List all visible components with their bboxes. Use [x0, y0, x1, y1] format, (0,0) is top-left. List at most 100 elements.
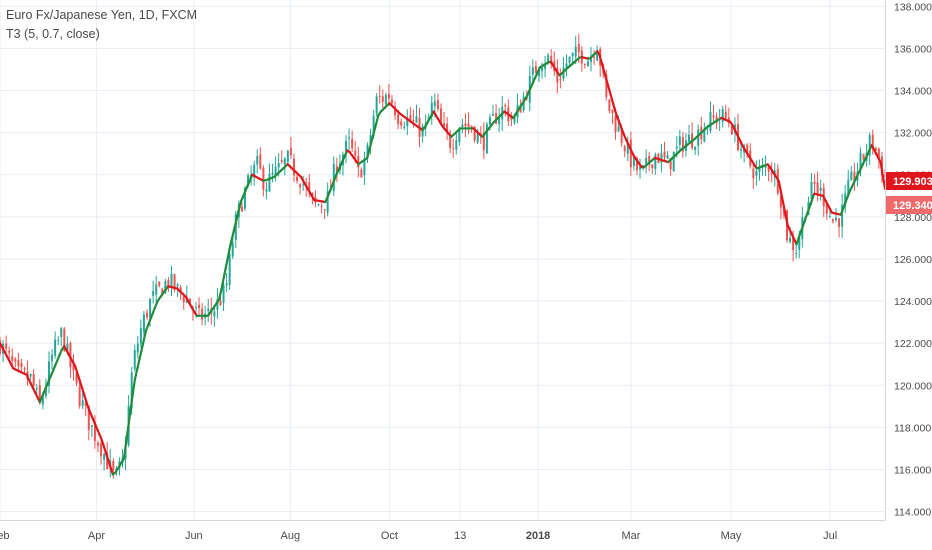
- candle-body: [813, 181, 816, 184]
- candle-body: [458, 127, 461, 142]
- candle-body: [23, 368, 26, 370]
- candle-body: [412, 119, 415, 121]
- candle-body: [740, 149, 743, 151]
- candle-body: [504, 105, 507, 107]
- candle-body: [170, 273, 173, 288]
- candle-body: [198, 304, 201, 309]
- candle-body: [332, 163, 335, 191]
- symbol-title[interactable]: Euro Fx/Japanese Yen, 1D, FXCM: [6, 8, 198, 22]
- candle-body: [302, 184, 305, 186]
- candles-layer: [0, 33, 886, 479]
- candle-body: [369, 135, 372, 146]
- candle-body: [366, 144, 369, 157]
- t3-segment: [368, 139, 373, 151]
- candle-body: [620, 129, 623, 144]
- t3-segment: [224, 256, 229, 270]
- candle-body: [452, 147, 455, 149]
- time-tick-label: Jul: [823, 530, 837, 542]
- candle-body: [54, 339, 57, 356]
- t3-segment: [229, 236, 234, 248]
- t3-segment: [136, 358, 141, 371]
- t3-segment: [777, 179, 783, 194]
- candle-body: [145, 312, 148, 318]
- time-tick-label: 2018: [526, 530, 550, 542]
- candle-body: [476, 131, 479, 143]
- candle-body: [406, 117, 409, 127]
- t3-segment: [122, 441, 128, 461]
- t3-segment: [220, 278, 225, 292]
- candle-body: [213, 311, 216, 317]
- t3-segment: [133, 368, 139, 381]
- candle-body: [409, 115, 412, 122]
- candle-body: [519, 105, 522, 113]
- candle-body: [14, 358, 17, 362]
- candle-body: [672, 151, 675, 172]
- candle-body: [473, 127, 476, 141]
- t3-segment: [107, 459, 112, 469]
- candle-body: [326, 191, 329, 213]
- candle-body: [443, 123, 446, 127]
- t3-segment: [799, 224, 805, 233]
- time-axis[interactable]: Feb Apr Jun Aug Oct 13 2018 Mar May Jul: [0, 530, 837, 542]
- t3-segment: [237, 199, 243, 211]
- candle-body: [853, 171, 856, 182]
- candle-body: [265, 189, 268, 192]
- candle-body: [259, 154, 262, 169]
- candle-body: [390, 99, 393, 104]
- candle-body: [280, 160, 283, 162]
- candle-body: [534, 66, 537, 74]
- price-tick-label: 122.000: [894, 338, 932, 350]
- candle-body: [798, 238, 801, 250]
- candle-body: [586, 61, 589, 67]
- candle-body: [642, 165, 645, 167]
- candle-body: [360, 169, 363, 178]
- indicator-title[interactable]: T3 (5, 0.7, close): [6, 27, 100, 41]
- candle-body: [149, 298, 152, 318]
- candle-body: [173, 274, 176, 290]
- price-tick-label: 118.000: [894, 422, 931, 434]
- candle-body: [47, 361, 50, 386]
- t3-segment: [102, 445, 108, 455]
- t3-segment: [217, 289, 223, 301]
- candle-body: [41, 396, 44, 405]
- candle-body: [75, 371, 78, 384]
- candle-body: [155, 284, 158, 295]
- price-axis[interactable]: 114.000 116.000 118.000 120.000 122.000 124.0…: [894, 1, 932, 518]
- candle-body: [381, 96, 384, 102]
- candle-body: [375, 96, 378, 114]
- candle-body: [372, 115, 375, 136]
- candle-body: [51, 354, 54, 362]
- candle-body: [161, 288, 164, 296]
- candle-body: [681, 137, 684, 152]
- candle-body: [292, 158, 295, 176]
- candle-body: [464, 123, 467, 127]
- candle-body: [299, 184, 302, 188]
- candle-body: [243, 187, 246, 209]
- t3-segment: [602, 69, 608, 81]
- candle-body: [274, 166, 277, 176]
- candle-body: [639, 166, 642, 170]
- candle-body: [755, 170, 758, 176]
- candle-body: [614, 116, 617, 132]
- candle-body: [32, 373, 35, 387]
- t3-segment: [804, 211, 809, 221]
- t3-segment: [611, 101, 617, 112]
- t3-segment: [100, 438, 106, 448]
- candle-body: [66, 343, 69, 353]
- t3-segment: [129, 392, 134, 412]
- candle-body: [605, 74, 608, 98]
- candle-body: [626, 142, 629, 154]
- candle-body: [84, 402, 87, 406]
- candle-body: [35, 388, 38, 390]
- candle-body: [871, 134, 874, 147]
- candle-body: [167, 279, 170, 287]
- candle-body: [176, 284, 179, 287]
- price-tick-label: 124.000: [894, 296, 932, 308]
- candle-body: [678, 136, 681, 145]
- candle-body: [449, 134, 452, 149]
- candle-body: [495, 113, 498, 124]
- price-tick-label: 114.000: [894, 507, 931, 519]
- candle-body: [320, 205, 323, 207]
- t3-segment: [142, 329, 148, 342]
